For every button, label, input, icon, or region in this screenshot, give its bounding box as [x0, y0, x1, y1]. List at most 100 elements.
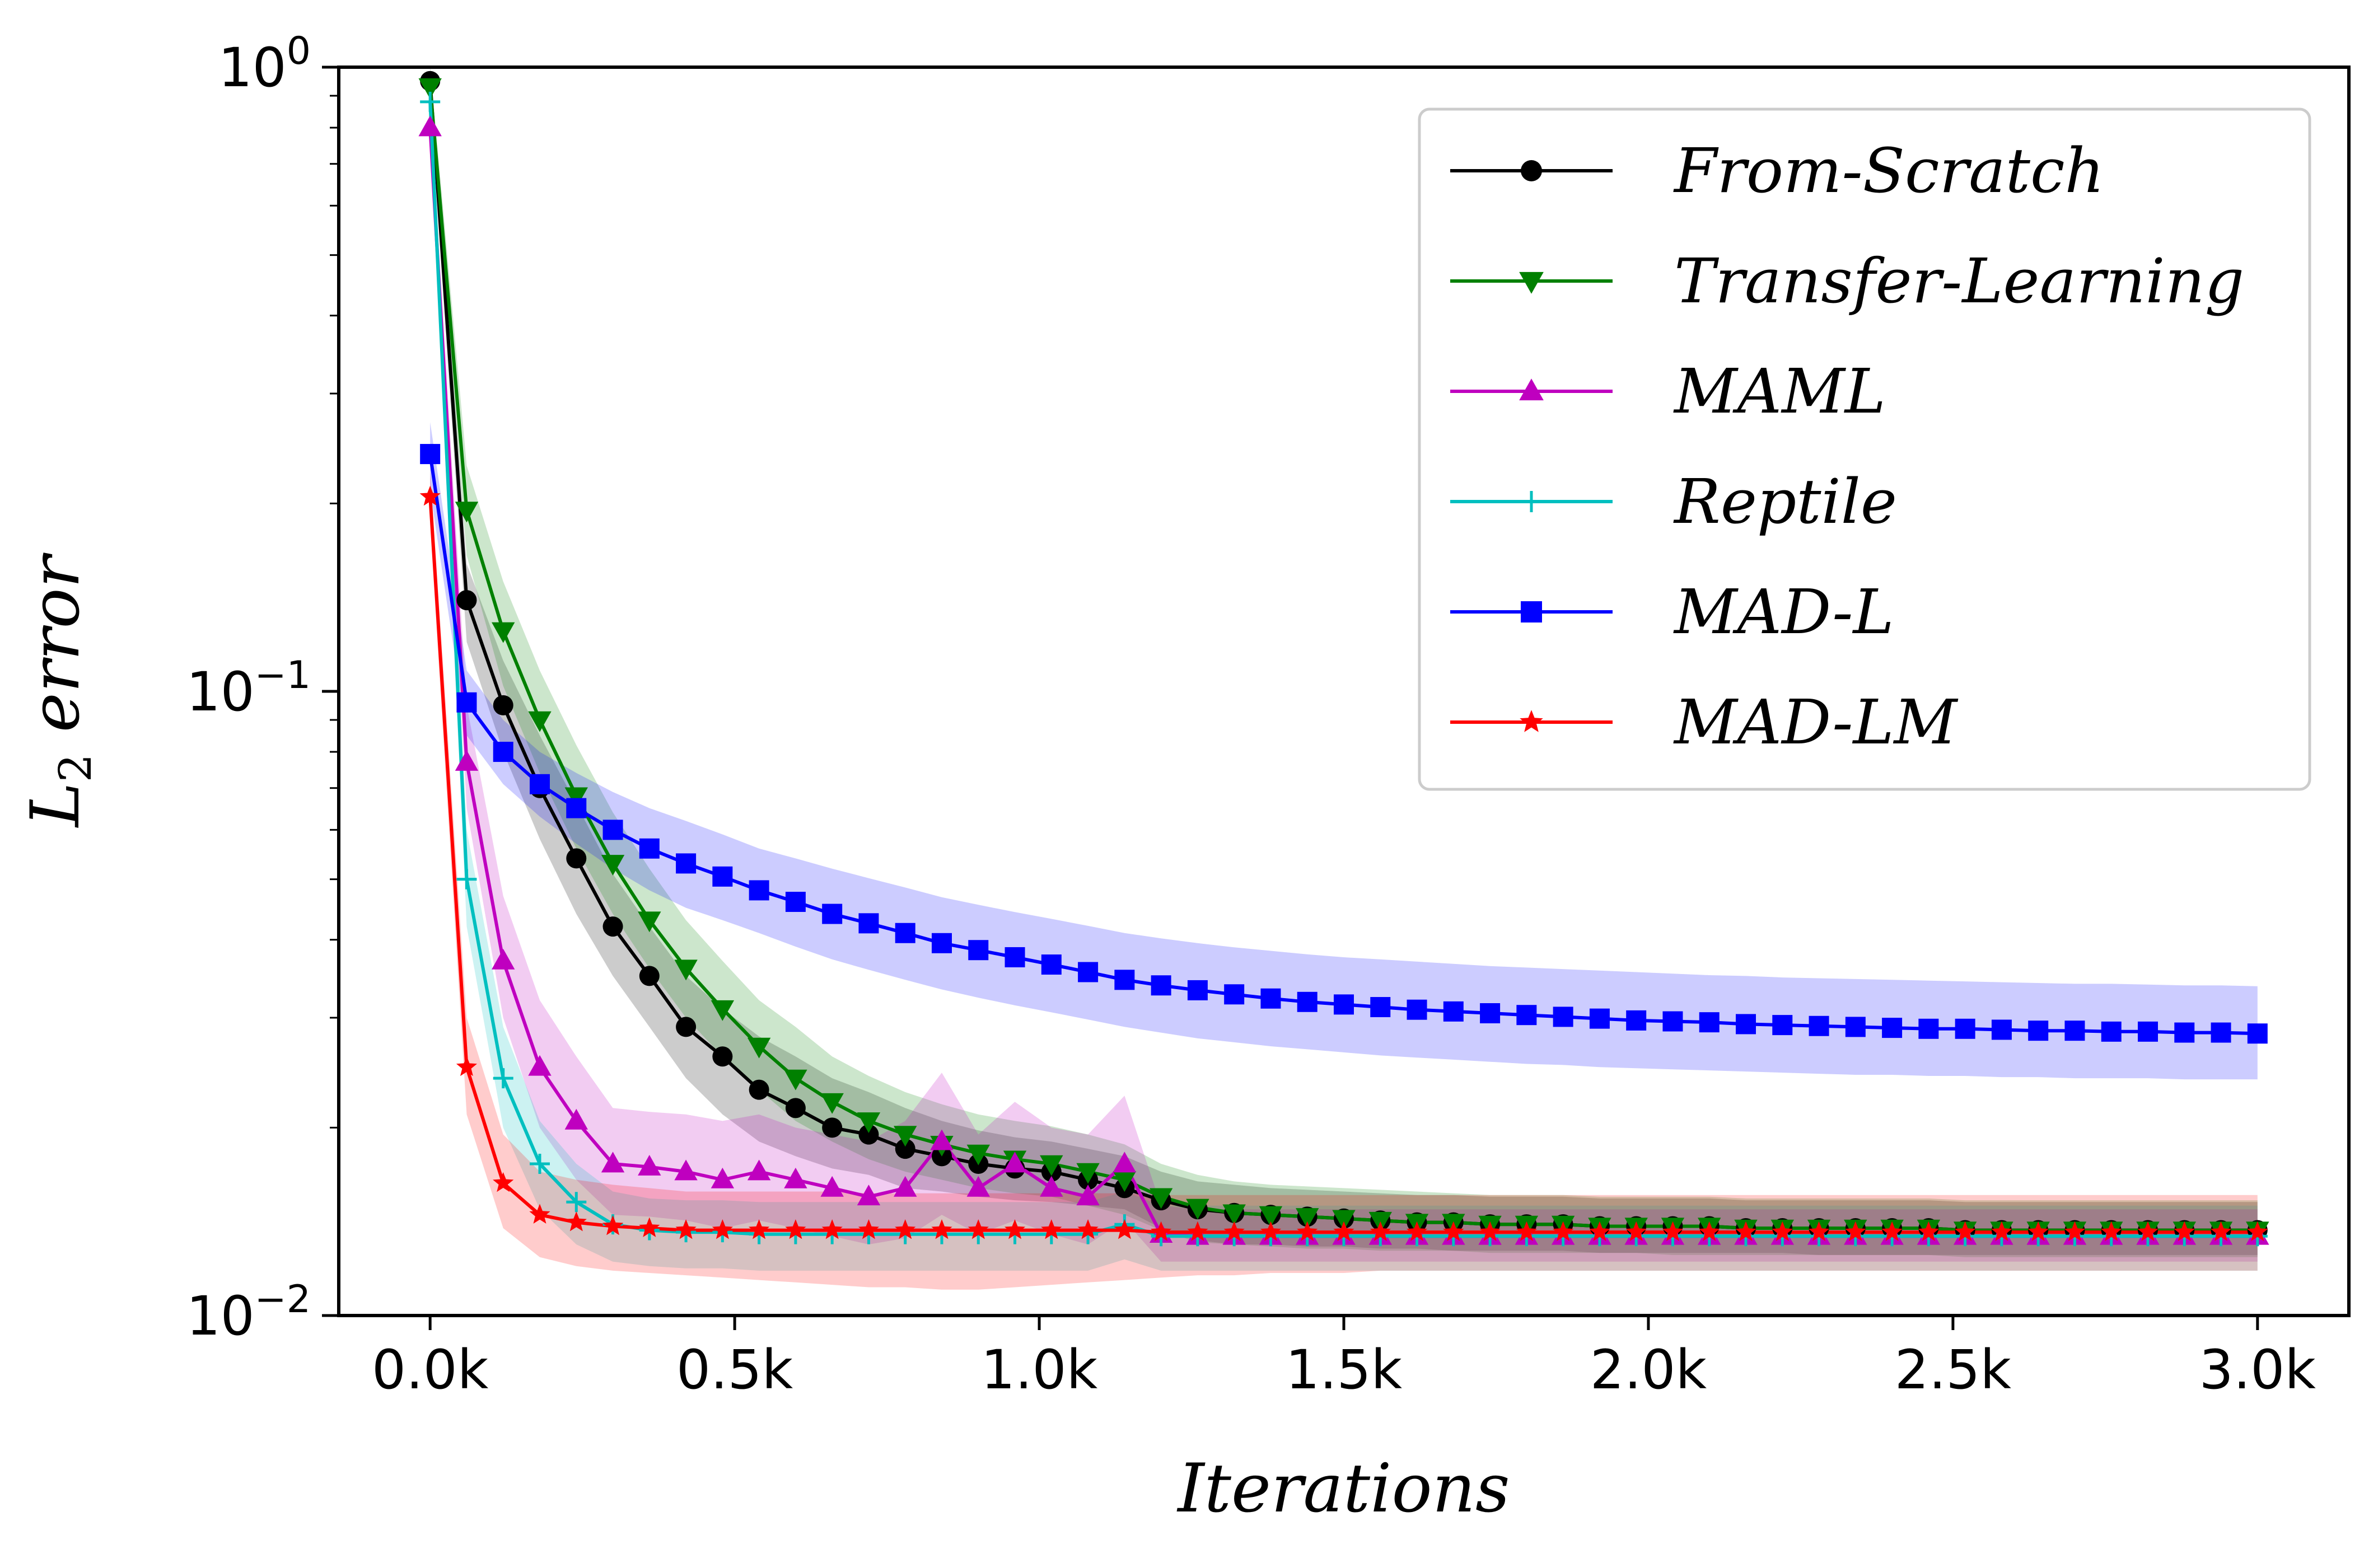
mad-l-point: [1407, 999, 1427, 1020]
mad-lm-point: [858, 1219, 879, 1239]
mad-l-point: [2064, 1021, 2085, 1041]
transfer-learning-point: [1332, 1210, 1356, 1231]
maml-band: [430, 101, 2258, 1262]
mad-l-point: [1224, 984, 1245, 1005]
mad-lm-point: [1699, 1221, 1720, 1241]
mad-lm-point: [931, 1219, 952, 1239]
mad-l-points: [420, 444, 2268, 1044]
mad-lm-point: [602, 1215, 624, 1235]
mad-l-point: [2174, 1022, 2195, 1043]
mad-l-point: [1955, 1018, 1975, 1039]
mad-l-point: [1078, 962, 1099, 982]
mad-lm-point: [1443, 1221, 1464, 1241]
x-tick-label: 1.5k: [1286, 1338, 1403, 1401]
mad-l-point: [2247, 1023, 2268, 1044]
legend-item-maml: MAML: [1450, 355, 1886, 427]
mad-lm-point: [1991, 1221, 2012, 1241]
mad-lm-point: [1553, 1221, 1574, 1241]
transfer-learning-point: [857, 1112, 881, 1133]
mad-lm-point: [1077, 1219, 1099, 1239]
transfer-learning-point: [1113, 1171, 1137, 1192]
mad-l-point: [1772, 1015, 1793, 1036]
mad-l-point: [602, 820, 623, 840]
mad-lm-point: [1297, 1221, 1318, 1241]
reptile-point: [493, 1068, 513, 1089]
mad-l-point: [785, 892, 806, 912]
mad-l-point: [530, 774, 550, 794]
transfer-learning-point: [747, 1037, 771, 1059]
mad-l-point: [1553, 1007, 1573, 1027]
mad-lm-point: [1333, 1221, 1354, 1241]
maml-point: [455, 750, 479, 771]
mad-l-point: [676, 853, 697, 874]
mad-l-point: [1443, 1001, 1464, 1022]
maml-point: [492, 948, 515, 970]
svg-text:L2 error: L2 error: [17, 552, 101, 828]
mad-l-point: [932, 933, 952, 953]
mad-l-point: [858, 913, 879, 934]
mad-l-point: [2211, 1022, 2231, 1043]
maml-point: [564, 1108, 588, 1130]
transfer-learning-point: [820, 1093, 844, 1114]
mad-lm-point: [1918, 1221, 1939, 1241]
transfer-learning-point: [1186, 1199, 1209, 1220]
mad-lm-point: [675, 1219, 697, 1239]
mad-l-point: [1845, 1017, 1866, 1037]
legend-swatch-marker: [1519, 378, 1544, 401]
legend-label: MAML: [1673, 355, 1886, 427]
from-scratch-point: [858, 1124, 879, 1145]
mad-lm-point: [1772, 1221, 1793, 1241]
legend-item-transfer-learning: Transfer-Learning: [1450, 245, 2244, 317]
x-tick-label: 2.5k: [1895, 1338, 2012, 1401]
legend-swatch-marker: [1521, 491, 1542, 512]
mad-l-band: [430, 422, 2258, 1080]
transfer-learning-point: [894, 1126, 917, 1147]
mad-lm-point: [1151, 1221, 1172, 1241]
legend-item-from-scratch: From-Scratch: [1450, 135, 2104, 207]
transfer-learning-point: [638, 911, 661, 933]
maml-point: [638, 1154, 661, 1176]
mad-l-point: [1991, 1019, 2012, 1040]
x-tick-label: 3.0k: [2199, 1338, 2316, 1401]
from-scratch-point: [456, 590, 477, 611]
reptile-point: [530, 1154, 550, 1174]
mad-l-point: [968, 940, 989, 961]
maml-point: [784, 1167, 807, 1188]
mad-lm-points: [419, 485, 2268, 1241]
mad-l-point: [566, 798, 587, 818]
from-scratch-point: [712, 1046, 733, 1067]
transfer-learning-point: [528, 711, 552, 732]
mad-l-point: [822, 904, 843, 924]
x-tick-label: 2.0k: [1590, 1338, 1707, 1401]
confidence-bands: [430, 67, 2258, 1290]
legend-item-mad-l: MAD-L: [1450, 576, 1894, 648]
reptile-point: [566, 1192, 587, 1213]
mad-lm-point: [1223, 1221, 1245, 1241]
mad-l-point: [1662, 1011, 1683, 1032]
transfer-learning-point: [784, 1069, 807, 1090]
mad-l-point: [1297, 991, 1318, 1012]
from-scratch-point: [895, 1139, 915, 1159]
mad-l-point: [1370, 997, 1391, 1018]
mad-lm-point: [456, 1056, 477, 1076]
transfer-learning-point: [418, 78, 442, 99]
maml-point: [894, 1176, 917, 1197]
mad-lm-point: [1589, 1221, 1610, 1241]
mad-l-point: [1334, 994, 1354, 1015]
mad-lm-point: [639, 1217, 660, 1237]
maml-point: [674, 1159, 698, 1181]
mad-lm-point: [1041, 1219, 1062, 1239]
mad-lm-point: [1955, 1221, 1976, 1241]
maml-point: [1113, 1152, 1137, 1173]
transfer-learning-point: [1296, 1208, 1319, 1229]
mad-lm-point: [968, 1219, 989, 1239]
legend-label: MAD-LM: [1673, 686, 1959, 758]
mad-l-point: [2101, 1021, 2122, 1042]
mad-lm-point: [1407, 1221, 1428, 1241]
reptile-point: [456, 869, 477, 890]
x-tick-label: 0.0k: [372, 1338, 489, 1401]
maml-point: [711, 1167, 735, 1188]
transfer-learning-point: [601, 855, 625, 876]
mad-l-point: [895, 923, 915, 943]
mad-l-point: [639, 838, 660, 859]
